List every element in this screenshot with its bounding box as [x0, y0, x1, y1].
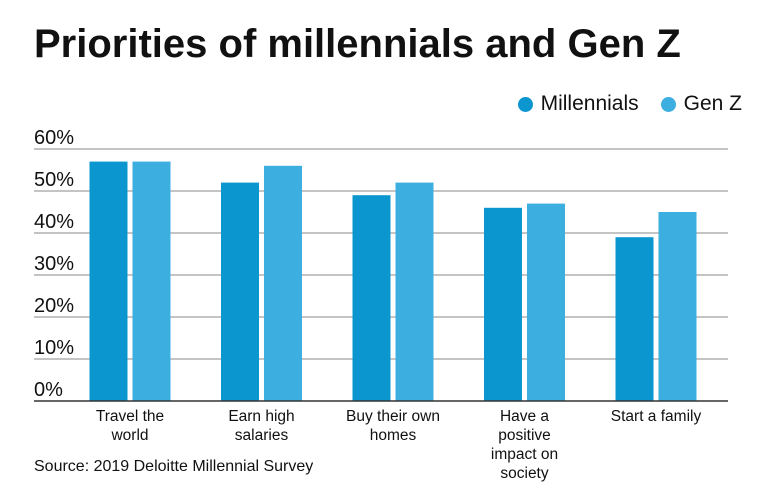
legend-item-genz: Gen Z: [660, 92, 742, 116]
legend-label-genz: Gen Z: [683, 92, 742, 115]
millennials-bar: [221, 182, 259, 401]
x-tick-label: Start a family: [611, 408, 702, 425]
millennials-bar: [352, 195, 391, 401]
legend-label-millennials: Millennials: [540, 92, 639, 115]
x-tick-label: impact on: [491, 446, 558, 463]
x-tick-label: Have a: [500, 408, 549, 425]
millennials-bar: [615, 237, 654, 401]
genz-bar: [527, 203, 565, 401]
x-tick-label: Earn high: [228, 408, 294, 425]
genz-bar: [132, 161, 171, 401]
genz-bar: [264, 165, 302, 401]
millennials-bar: [484, 207, 522, 401]
legend-item-millennials: Millennials: [517, 92, 639, 116]
x-tick-label: homes: [370, 427, 417, 444]
x-tick-label: Travel the: [96, 408, 164, 425]
y-tick-label: 10%: [34, 337, 74, 359]
y-tick-label: 0%: [34, 379, 63, 401]
genz-bar: [395, 182, 434, 401]
x-tick-label: world: [110, 427, 148, 444]
x-tick-label: Buy their own: [346, 408, 440, 425]
chart-title: Priorities of millennials and Gen Z: [34, 22, 681, 66]
y-tick-label: 30%: [34, 253, 74, 275]
y-tick-label: 60%: [34, 127, 74, 149]
x-tick-label: salaries: [235, 427, 289, 444]
x-tick-label: positive: [498, 427, 551, 444]
legend-swatch-millennials: [517, 96, 533, 112]
genz-bar: [658, 212, 697, 401]
source-note: Source: 2019 Deloitte Millennial Survey: [34, 458, 314, 475]
millennials-bar: [89, 161, 128, 401]
y-tick-label: 20%: [34, 295, 74, 317]
legend-swatch-genz: [660, 96, 676, 112]
y-tick-label: 40%: [34, 211, 74, 233]
x-tick-label: society: [500, 465, 548, 482]
legend: Millennials Gen Z: [496, 92, 742, 116]
y-tick-label: 50%: [34, 169, 74, 191]
